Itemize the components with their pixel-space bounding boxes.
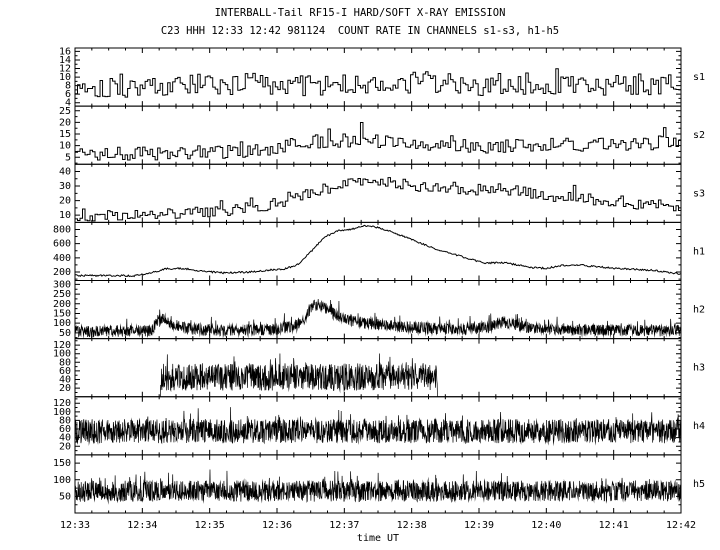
figure-subtitle: C23 HHH 12:33 12:42 981124 COUNT RATE IN… [160,25,560,37]
figure-title: INTERBALL-Tail RF15-I HARD/SOFT X-RAY EM… [214,7,506,19]
